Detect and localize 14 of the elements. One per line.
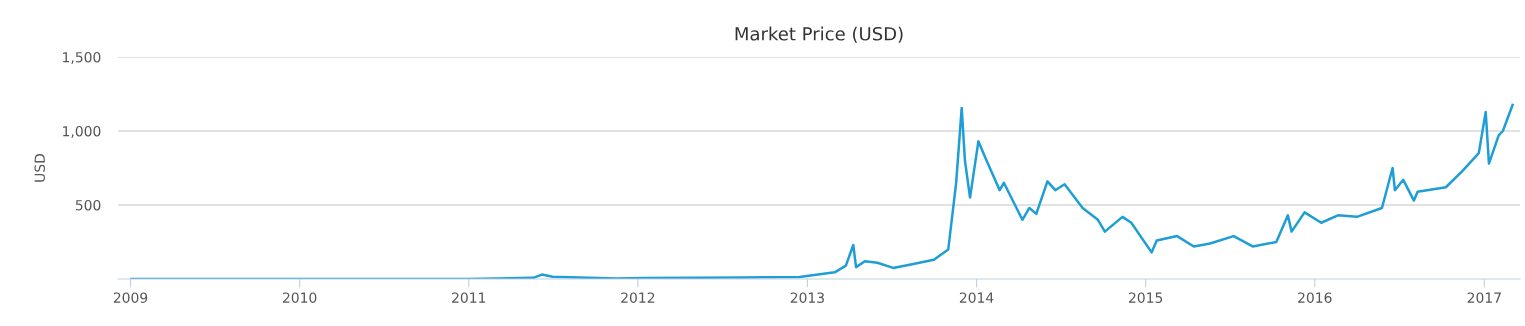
x-tick-label: 2010 xyxy=(282,292,317,303)
x-tick-label: 2014 xyxy=(959,292,994,303)
y-tick-label: 1,500 xyxy=(63,51,101,64)
x-tick-label: 2009 xyxy=(113,292,148,303)
x-tick-label: 2015 xyxy=(1128,292,1163,303)
x-tick-label: 2012 xyxy=(621,292,655,303)
x-tick-label: 2017 xyxy=(1467,292,1501,303)
x-tick-label: 2013 xyxy=(790,292,824,303)
x-tick-label: 2011 xyxy=(452,292,486,303)
y-axis-title: USD xyxy=(34,153,45,182)
y-tick-label: 1,000 xyxy=(63,125,101,138)
x-tick-label: 2016 xyxy=(1298,292,1332,303)
y-tick-label: 500 xyxy=(75,199,101,211)
chart-title: Market Price (USD) xyxy=(735,26,903,43)
